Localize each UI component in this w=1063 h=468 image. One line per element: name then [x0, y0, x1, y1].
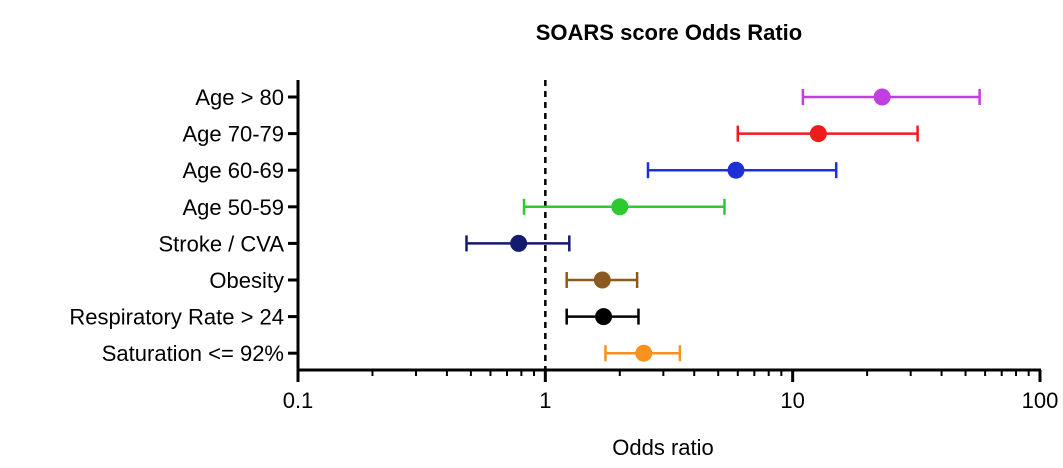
category-label: Obesity	[209, 268, 284, 293]
chart-title: SOARS score Odds Ratio	[536, 20, 803, 45]
odds-ratio-point	[593, 271, 611, 289]
odds-ratio-point	[595, 308, 613, 326]
category-label: Saturation <= 92%	[102, 341, 284, 366]
category-label: Age 50-59	[182, 195, 284, 220]
category-label: Age > 80	[195, 85, 284, 110]
category-label: Age 60-69	[182, 158, 284, 183]
x-tick-label: 10	[780, 388, 804, 413]
odds-ratio-point	[611, 198, 629, 216]
odds-ratio-point	[510, 234, 528, 252]
odds-ratio-point	[635, 344, 653, 362]
odds-ratio-point	[727, 161, 745, 179]
category-label: Respiratory Rate > 24	[69, 305, 284, 330]
x-tick-label: 0.1	[283, 388, 314, 413]
category-label: Age 70-79	[182, 122, 284, 147]
x-tick-label: 100	[1022, 388, 1059, 413]
odds-ratio-point	[809, 125, 827, 143]
x-tick-label: 1	[539, 388, 551, 413]
odds-ratio-point	[873, 88, 891, 106]
plot-area: 0.1 1 10 100 Age > 80 Age 70-79 Age 60-69 Age 5…	[69, 80, 1058, 413]
x-axis-label: Odds ratio	[612, 435, 714, 460]
category-label: Stroke / CVA	[158, 231, 284, 256]
